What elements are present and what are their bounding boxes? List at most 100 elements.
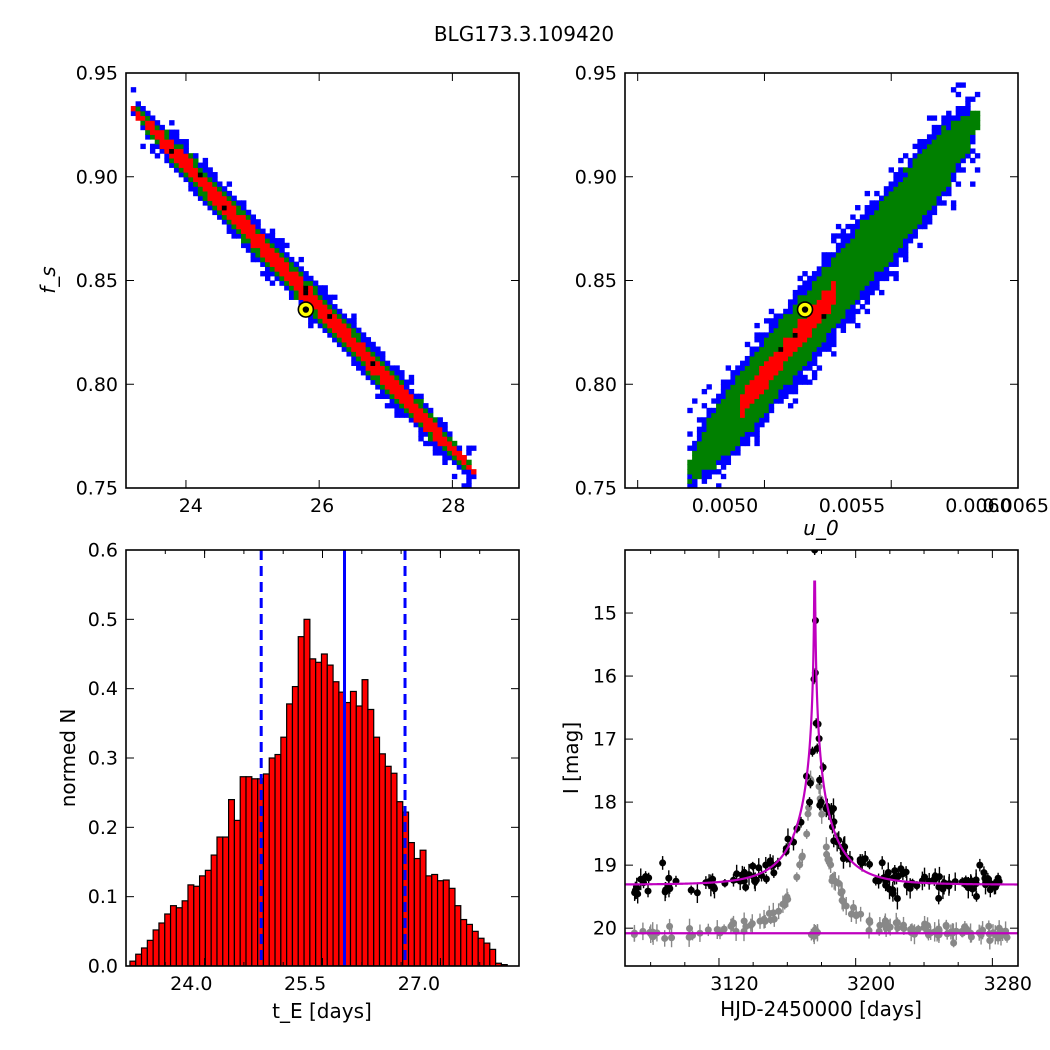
density-cell <box>293 261 300 267</box>
density-cell <box>744 360 751 366</box>
density-cell <box>773 370 779 376</box>
density-cell <box>298 294 304 300</box>
secondary-data-point <box>985 922 993 930</box>
density-cell <box>432 426 439 433</box>
density-cell <box>360 346 367 352</box>
density-cell <box>950 129 957 135</box>
density-cell <box>797 275 803 282</box>
density-cell <box>926 219 933 225</box>
histogram-bar <box>262 773 270 966</box>
density-cell <box>869 289 875 296</box>
density-cell <box>332 327 338 333</box>
density-cell <box>874 214 880 220</box>
density-cell <box>356 360 362 366</box>
density-cell <box>437 445 443 451</box>
density-cell <box>768 355 775 362</box>
density-cell <box>356 327 362 333</box>
density-cell <box>202 162 209 168</box>
primary-data-point <box>733 870 741 878</box>
density-cell <box>912 200 918 206</box>
density-cell <box>735 365 741 371</box>
density-cell <box>284 252 290 258</box>
density-cell <box>902 233 909 239</box>
density-cell <box>451 440 458 447</box>
density-cell <box>135 115 141 121</box>
density-cell <box>346 327 352 333</box>
density-cell <box>706 473 712 480</box>
density-cell <box>403 388 410 395</box>
primary-data-point <box>866 860 874 868</box>
density-cell <box>922 195 928 201</box>
density-cell <box>759 370 765 376</box>
density-cell <box>950 153 957 159</box>
density-cell <box>332 308 338 315</box>
density-cell <box>835 247 842 253</box>
density-cell <box>917 214 923 220</box>
density-cell <box>879 195 885 201</box>
density-cell <box>869 228 875 234</box>
p1-ytick-label: 0.85 <box>76 270 118 292</box>
density-cell <box>173 134 180 140</box>
density-cell <box>692 483 698 488</box>
density-cell <box>389 393 395 399</box>
density-cell <box>236 205 242 211</box>
density-cell <box>802 374 808 381</box>
density-cell <box>960 124 966 131</box>
density-cell <box>735 403 741 409</box>
histogram-bar <box>489 948 497 966</box>
density-cell <box>821 327 827 333</box>
density-cell <box>807 285 813 291</box>
density-cell <box>437 431 443 437</box>
density-cell <box>303 280 309 286</box>
density-cell <box>164 143 170 150</box>
density-cell <box>855 252 861 258</box>
density-cell <box>917 209 923 216</box>
density-cell <box>164 157 170 164</box>
density-cell <box>816 280 823 286</box>
panel-u0-fs: 0.0050 0.0055 0.0060 0.0065 0.75 0.80 0.… <box>575 63 1049 541</box>
density-cell <box>797 379 803 385</box>
density-cell <box>807 379 813 385</box>
density-cell <box>720 436 727 442</box>
density-cell <box>907 223 914 230</box>
histogram-bar <box>436 880 444 966</box>
density-cell <box>888 209 894 216</box>
density-cell <box>735 398 741 404</box>
secondary-data-point <box>818 810 826 818</box>
density-cell <box>821 299 827 305</box>
density-cell <box>322 327 328 333</box>
density-cell <box>811 289 818 296</box>
density-cell <box>768 346 775 352</box>
density-cell <box>936 139 942 145</box>
density-cell <box>193 181 199 187</box>
density-cell <box>149 143 156 150</box>
density-cell <box>869 242 875 249</box>
density-cell <box>308 289 314 296</box>
density-cell <box>730 445 736 451</box>
primary-data-point <box>875 877 883 885</box>
density-cell <box>274 242 280 249</box>
density-cell <box>408 417 415 423</box>
density-cell <box>744 436 751 442</box>
density-cell <box>706 440 712 447</box>
density-cell <box>308 299 314 305</box>
density-cell <box>941 134 947 140</box>
density-cell <box>749 398 756 404</box>
density-cell <box>740 407 746 414</box>
secondary-data-point <box>720 925 728 933</box>
density-cell <box>811 271 818 277</box>
secondary-data-point <box>761 917 769 925</box>
density-cell <box>898 176 904 183</box>
density-cell <box>437 450 443 456</box>
density-cell <box>725 403 732 409</box>
density-cell <box>816 327 823 333</box>
density-cell <box>735 426 741 433</box>
density-cell <box>399 370 405 376</box>
density-cell <box>173 167 180 173</box>
density-cell <box>730 374 736 381</box>
density-cell <box>879 266 885 272</box>
density-cell <box>701 478 708 484</box>
density-cell <box>941 139 947 145</box>
density-cell <box>351 318 357 324</box>
density-cell <box>831 322 837 329</box>
